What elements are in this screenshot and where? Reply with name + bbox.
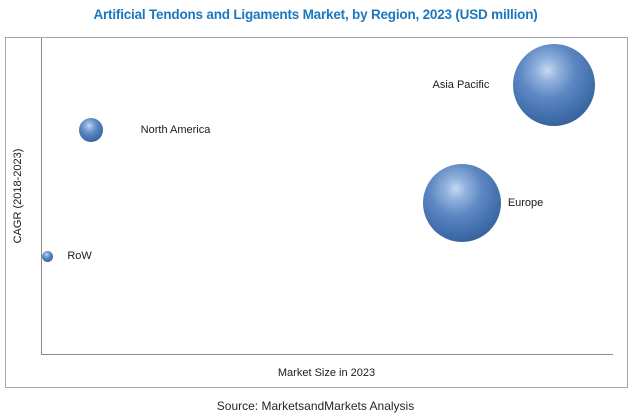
source-note: Source: MarketsandMarkets Analysis <box>216 399 415 413</box>
y-axis-label: CAGR (2018-2023) <box>12 148 24 244</box>
chart-frame <box>5 37 628 388</box>
y-axis-line <box>41 38 42 355</box>
x-axis-line <box>41 354 613 355</box>
x-axis-label: Market Size in 2023 <box>277 367 376 379</box>
chart-title: Artificial Tendons and Ligaments Market,… <box>93 7 538 22</box>
